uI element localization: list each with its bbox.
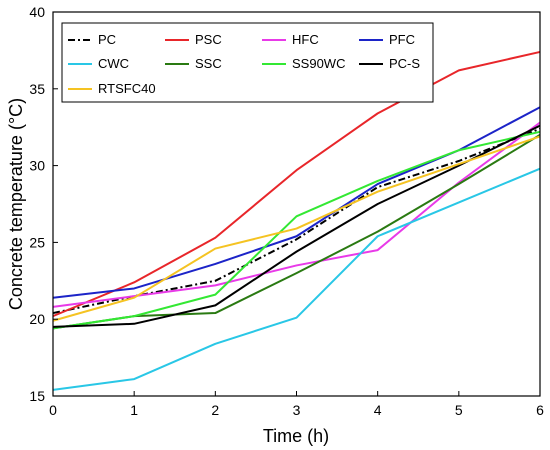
- y-tick-label: 40: [29, 4, 45, 20]
- x-tick-label: 4: [374, 402, 382, 418]
- series-line-hfc: [52, 121, 541, 308]
- y-axis-title: Concrete temperature (°C): [6, 98, 26, 310]
- y-tick-label: 15: [29, 388, 45, 404]
- legend-label-rtsfc40: RTSFC40: [98, 81, 156, 96]
- y-tick-label: 30: [29, 158, 45, 174]
- legend-label-psc: PSC: [195, 32, 222, 47]
- series-layer: [52, 50, 541, 391]
- x-tick-label: 3: [293, 402, 301, 418]
- y-tick-label: 20: [29, 311, 45, 327]
- y-tick-label: 35: [29, 81, 45, 97]
- x-tick-label: 2: [211, 402, 219, 418]
- x-axis-title: Time (h): [263, 426, 329, 446]
- legend-box: [61, 22, 434, 103]
- series-line-rtsfc40: [52, 135, 541, 322]
- series-line-psc: [52, 50, 541, 318]
- x-tick-label: 6: [536, 402, 544, 418]
- x-axis: 0 1 2 3 4 5 6: [49, 391, 544, 418]
- y-tick-label: 25: [29, 234, 45, 250]
- series-line-pc-s: [52, 124, 541, 328]
- series-line-cwc: [52, 167, 541, 391]
- series-line-pfc: [52, 106, 541, 299]
- legend-label-cwc: CWC: [98, 56, 129, 71]
- x-tick-label: 0: [49, 402, 57, 418]
- x-tick-label: 5: [455, 402, 463, 418]
- legend: PC PSC HFC PFC CWC SSC SS90WC PC-S RTSFC40: [61, 22, 434, 103]
- legend-label-pc: PC: [98, 32, 116, 47]
- legend-label-hfc: HFC: [292, 32, 319, 47]
- x-tick-label: 1: [130, 402, 138, 418]
- series-line-pc: [52, 127, 541, 315]
- legend-label-pc-s: PC-S: [389, 56, 420, 71]
- series-line-ss90wc: [52, 130, 541, 330]
- legend-label-pfc: PFC: [389, 32, 415, 47]
- legend-label-ssc: SSC: [195, 56, 222, 71]
- y-axis: 15 20 25 30 35 40: [29, 4, 58, 404]
- legend-label-ss90wc: SS90WC: [292, 56, 345, 71]
